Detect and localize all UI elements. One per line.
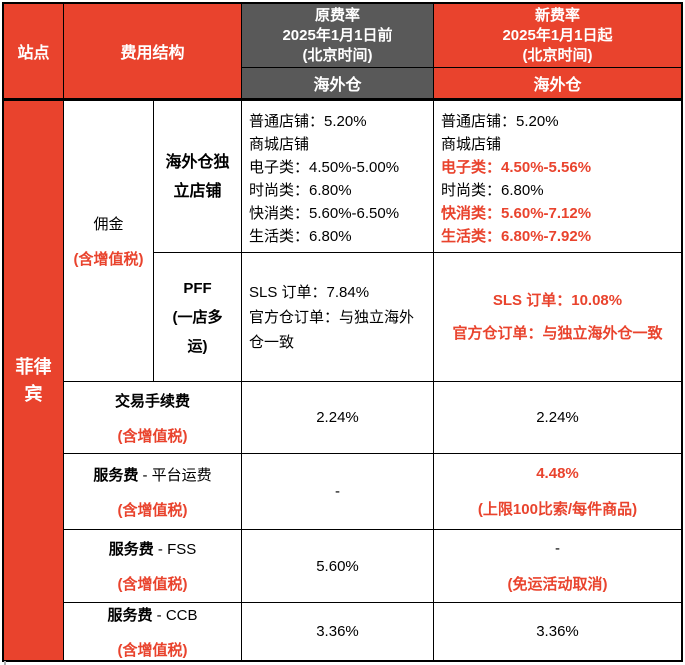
transaction-fee-vat: (含增值税) [117,427,188,445]
old-warehouse-label: 海外仓 [313,77,362,94]
independent-new-rates-cell: 普通店铺：5.20% 商城店铺 电子类：4.50%-5.56% 时尚类：6.80… [434,101,681,253]
header-site: 站点 [4,4,64,101]
rate-line: 电子类：4.50%-5.56% [441,159,592,176]
header-old-warehouse: 海外仓 [242,68,434,101]
pff-new-rates-cell: SLS 订单：10.08% 官方仓订单：与独立海外仓一致 [434,253,681,382]
independent-shop-label: 海外仓独立店铺 [165,153,230,200]
rate-line: 生活类：6.80%-7.92% [441,228,592,245]
fee-name-rest: - 平台运费 [138,466,212,484]
rate-line: 时尚类：6.80% [249,182,352,199]
rate-line: 快消类：5.60%-6.50% [249,205,400,222]
independent-shop-cell: 海外仓独立店铺 [154,101,242,253]
fss-name: 服务费 - FSS [109,538,197,559]
rate-line: 普通店铺：5.20% [249,113,367,130]
rate-line: 官方仓订单：与独立海外仓一致 [249,308,415,351]
rate-line: 2.24% [316,409,359,426]
new-rate-title: 新费率 [534,6,580,24]
rate-line: 电子类：4.50%-5.00% [249,159,400,176]
pff-label: PFF [183,279,212,297]
rate-line: 快消类：5.60%-7.12% [441,205,592,222]
rate-line: SLS 订单：10.08% [492,292,623,309]
rate-line: 商城店铺 [441,136,502,153]
rate-line: 2.24% [536,409,579,426]
independent-old-rates-cell: 普通店铺：5.20% 商城店铺 电子类：4.50%-5.00% 时尚类：6.80… [242,101,434,253]
ccb-fee-cell: 服务费 - CCB (含增值税) [64,603,242,660]
new-warehouse-label: 海外仓 [533,77,582,94]
rate-line: (免运活动取消) [507,575,608,593]
rate-line: - [555,539,560,557]
commission-cell: 佣金 (含增值税) [64,101,154,382]
platform-shipping-new-value-cell: 4.48% (上限100比索/每件商品) [434,454,681,530]
rate-line: 4.48% [536,465,579,482]
platform-shipping-name: 服务费 - 平台运费 [93,464,211,485]
transaction-fee-cell: 交易手续费 (含增值税) [64,382,242,454]
site-cell-philippines: 菲律宾 [4,101,64,660]
new-rate-timezone: (北京时间) [522,46,593,64]
fee-name-bold: 服务费 [108,541,154,558]
header-fee-structure: 费用结构 [64,4,242,101]
platform-shipping-fee-cell: 服务费 - 平台运费 (含增值税) [64,454,242,530]
rate-line: 5.60% [316,557,359,575]
fss-fee-cell: 服务费 - FSS (含增值税) [64,530,242,603]
rate-line: 3.36% [536,623,579,640]
pff-cell: PFF (一店多运) [154,253,242,382]
rate-line: 商城店铺 [249,136,310,153]
header-site-label: 站点 [17,45,50,62]
header-old-rate: 原费率 2025年1月1日前 (北京时间) [242,4,434,68]
transaction-old-value-cell: 2.24% [242,382,434,454]
header-new-warehouse: 海外仓 [434,68,681,101]
fee-name-bold: 服务费 [93,466,139,484]
fss-vat: (含增值税) [117,576,188,593]
site-name: 菲律宾 [15,356,52,404]
rate-line: 普通店铺：5.20% [441,113,559,130]
transaction-fee-name: 交易手续费 [115,390,190,411]
rate-line: 3.36% [316,623,359,640]
old-rate-timezone: (北京时间) [302,46,373,64]
ccb-old-value-cell: 3.36% [242,603,434,660]
old-rate-title: 原费率 [314,6,360,24]
header-fee-structure-label: 费用结构 [120,45,185,62]
ccb-name: 服务费 - CCB [107,604,197,625]
platform-shipping-vat: (含增值税) [117,501,188,519]
cropped-next-row-border [4,661,6,665]
platform-shipping-old-value-cell: - [242,454,434,530]
transaction-new-value-cell: 2.24% [434,382,681,454]
rate-line: 官方仓订单：与独立海外仓一致 [452,325,663,342]
fee-name-rest: - CCB [152,606,198,624]
commission-vat-note: (含增值税) [73,251,144,268]
pff-old-rates-cell: SLS 订单：7.84% 官方仓订单：与独立海外仓一致 [242,253,434,382]
ccb-new-value-cell: 3.36% [434,603,681,660]
old-rate-date: 2025年1月1日前 [282,26,393,44]
rate-line: - [335,483,340,500]
fee-name-bold: 交易手续费 [114,392,190,410]
fee-name-rest: - FSS [153,541,197,558]
pff-sublabel: (一店多运) [172,308,223,355]
rate-line: (上限100比索/每件商品) [477,501,638,518]
rate-line: 时尚类：6.80% [441,182,544,199]
fss-new-value-cell: - (免运活动取消) [434,530,681,603]
fss-old-value-cell: 5.60% [242,530,434,603]
commission-name: 佣金 [93,216,124,233]
ccb-vat: (含增值税) [117,641,188,659]
rate-line: SLS 订单：7.84% [249,283,370,301]
header-new-rate: 新费率 2025年1月1日起 (北京时间) [434,4,681,68]
new-rate-date: 2025年1月1日起 [502,26,613,44]
fee-name-bold: 服务费 [107,606,153,624]
rate-line: 生活类：6.80% [249,228,352,245]
